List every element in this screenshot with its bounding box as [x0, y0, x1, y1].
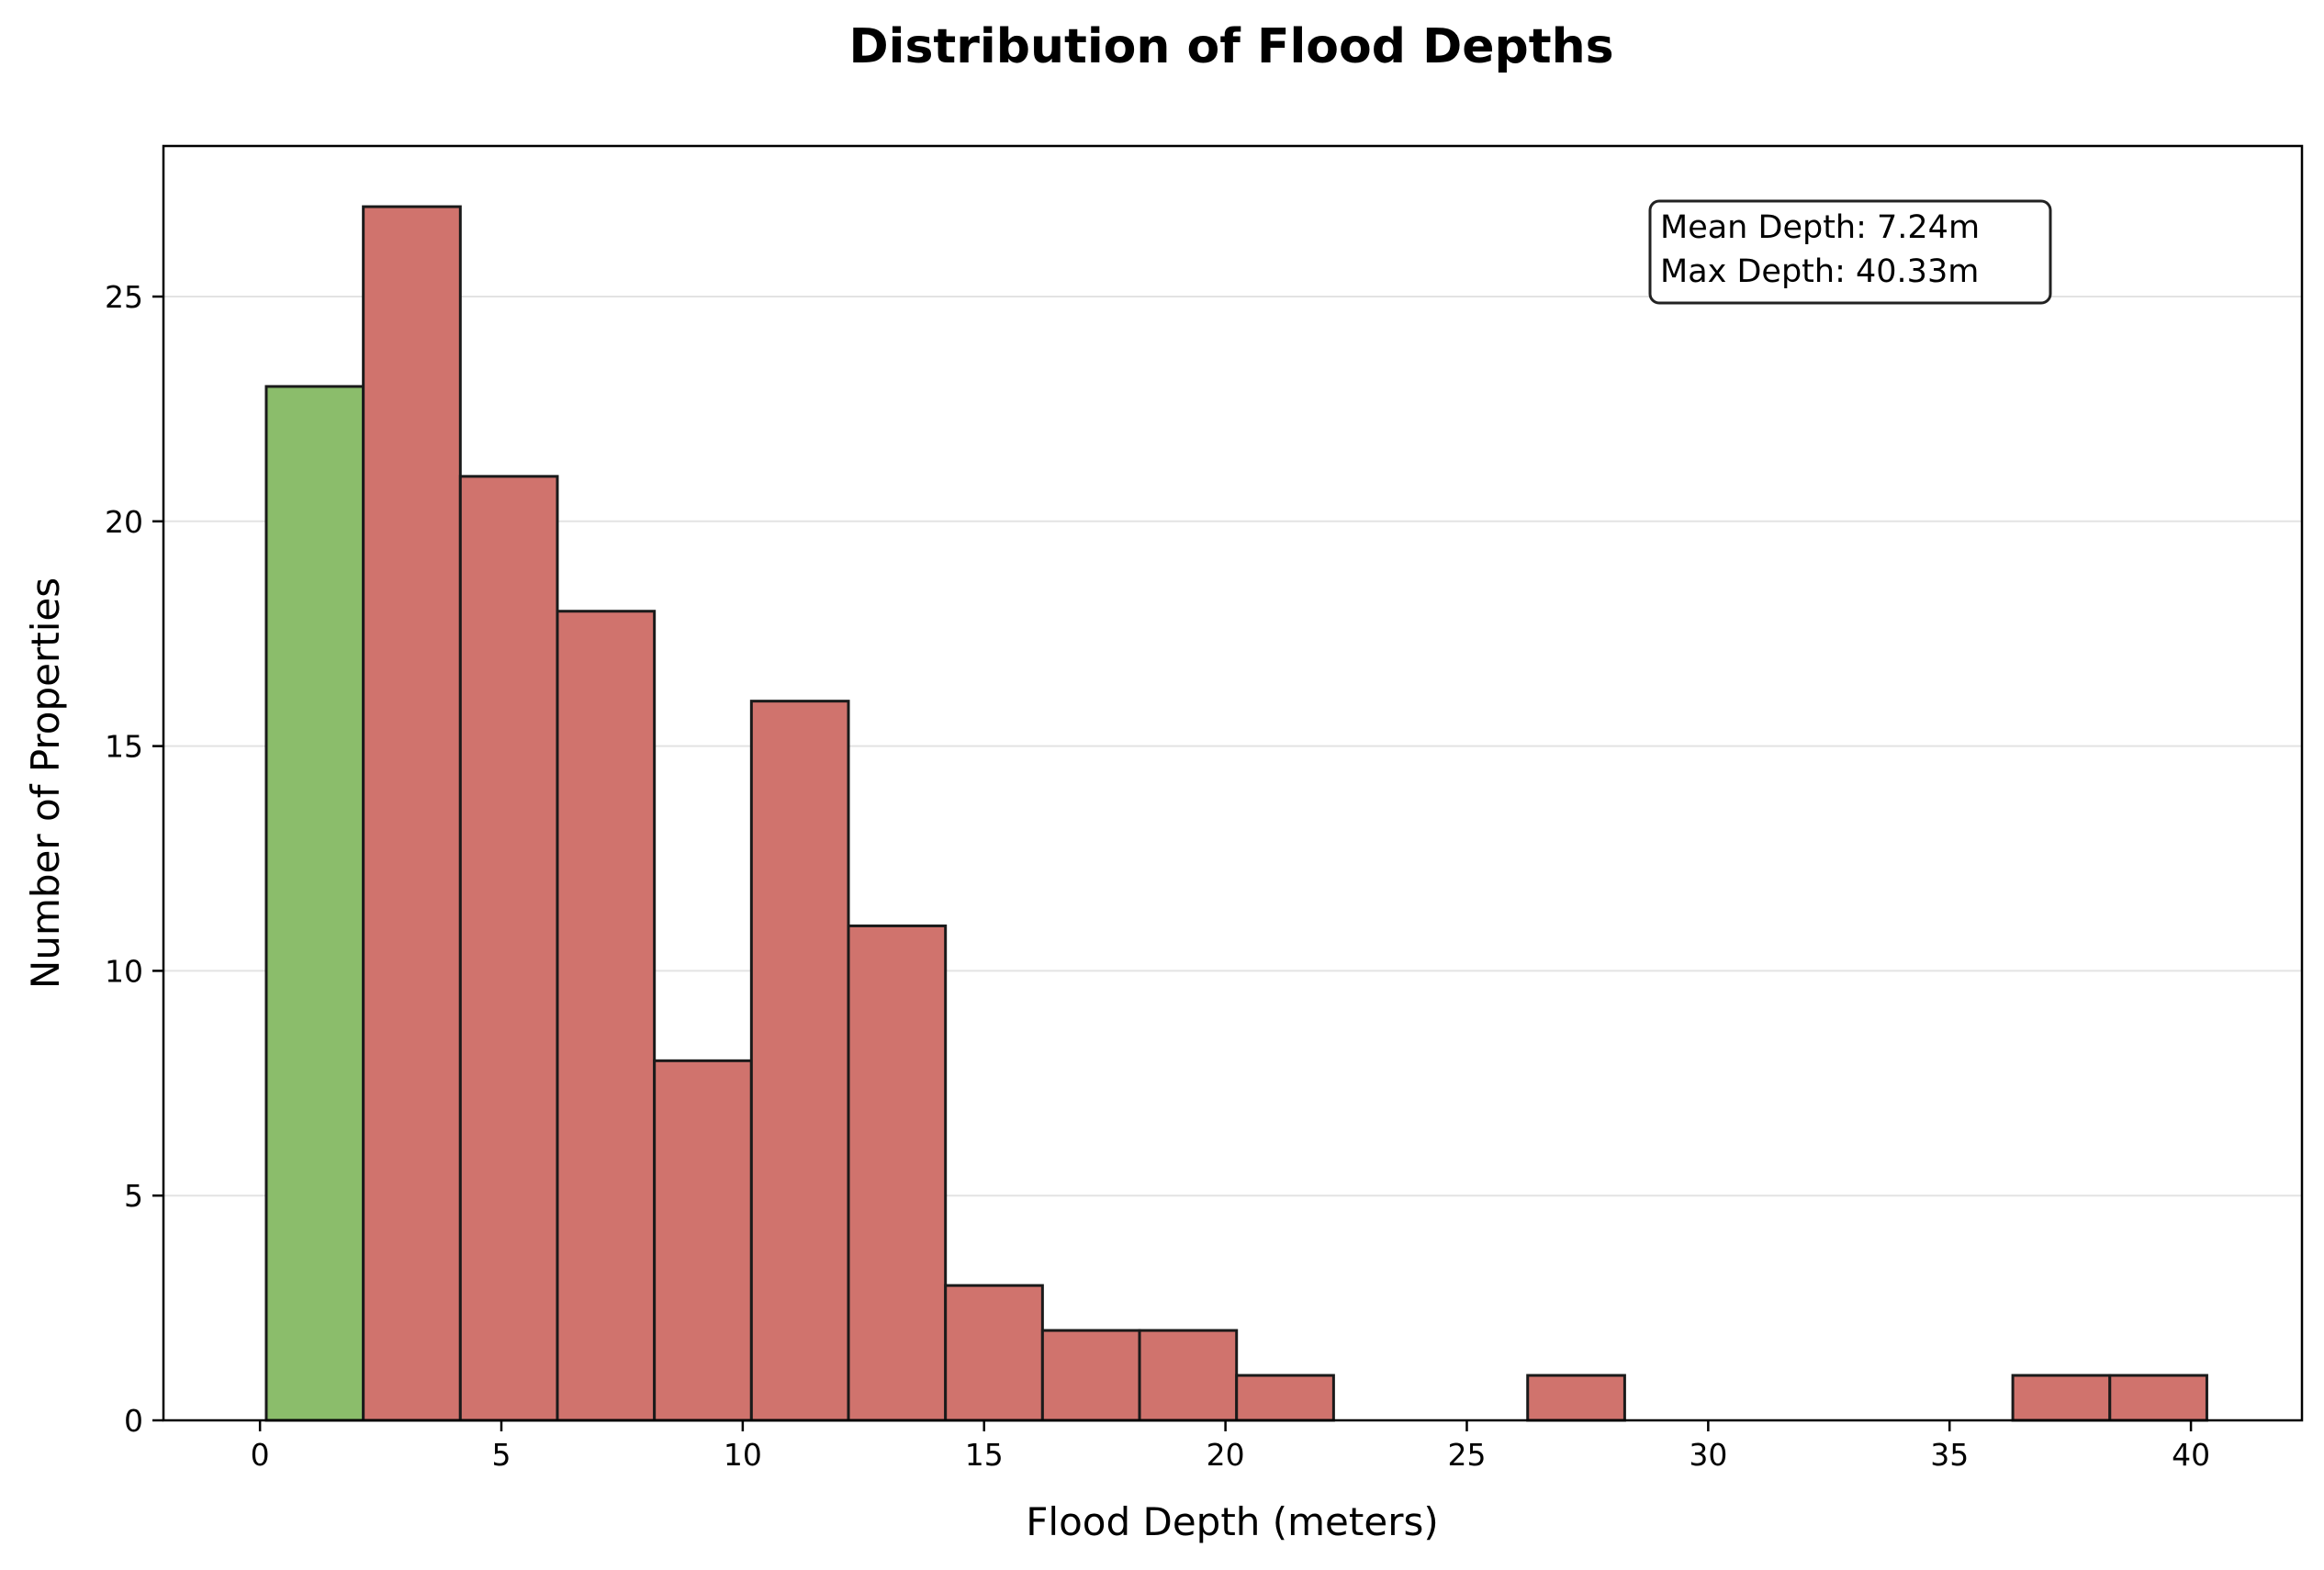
x-tick-label-25: 25 — [1447, 1437, 1486, 1473]
bar-bin-13 — [1526, 1374, 1626, 1422]
annotation-box — [1648, 199, 2052, 305]
bar-bin-18 — [2011, 1374, 2112, 1422]
y-tick-label-20: 20 — [105, 504, 143, 540]
x-tick-label-40: 40 — [2172, 1437, 2210, 1473]
bar-bin-10 — [1235, 1374, 1335, 1422]
annotation-mean-depth: Mean Depth: 7.24m — [1660, 209, 1980, 246]
y-tick-label-0: 0 — [124, 1403, 143, 1439]
histogram-bars — [264, 205, 2208, 1422]
x-axis-ticks: 0 5 10 15 20 25 30 35 40 — [251, 1420, 2210, 1473]
bar-bin-0 — [264, 385, 365, 1422]
x-tick-label-10: 10 — [724, 1437, 762, 1473]
bar-bin-2 — [458, 475, 559, 1422]
y-axis-ticks: 0 5 10 15 20 25 — [105, 279, 163, 1439]
bar-bin-19 — [2108, 1374, 2208, 1422]
y-tick-label-10: 10 — [105, 953, 143, 989]
annotation-max-depth: Max Depth: 40.33m — [1660, 253, 1979, 290]
y-tick-label-15: 15 — [105, 729, 143, 765]
bar-bin-3 — [556, 610, 657, 1422]
chart-title: Distribution of Flood Depths — [848, 19, 1613, 74]
x-tick-label-20: 20 — [1207, 1437, 1245, 1473]
bar-bin-4 — [653, 1059, 753, 1422]
bar-bin-7 — [944, 1284, 1044, 1422]
y-tick-label-25: 25 — [105, 279, 143, 315]
bar-bin-5 — [749, 700, 850, 1422]
bar-bin-6 — [847, 924, 948, 1422]
bar-bin-9 — [1138, 1329, 1239, 1422]
x-tick-label-30: 30 — [1689, 1437, 1727, 1473]
plot-frame — [162, 144, 2304, 1422]
stats-annotation: Mean Depth: 7.24m Max Depth: 40.33m — [1648, 199, 2052, 305]
y-tick-label-5: 5 — [124, 1178, 143, 1214]
bar-bin-1 — [362, 205, 462, 1422]
x-tick-label-35: 35 — [1930, 1437, 1969, 1473]
bar-bin-8 — [1040, 1329, 1141, 1422]
x-tick-label-5: 5 — [492, 1437, 511, 1473]
x-tick-label-0: 0 — [251, 1437, 270, 1473]
x-axis-label: Flood Depth (meters) — [1026, 1499, 1439, 1544]
y-axis-label: Number of Properties — [23, 578, 68, 989]
x-tick-label-15: 15 — [965, 1437, 1004, 1473]
